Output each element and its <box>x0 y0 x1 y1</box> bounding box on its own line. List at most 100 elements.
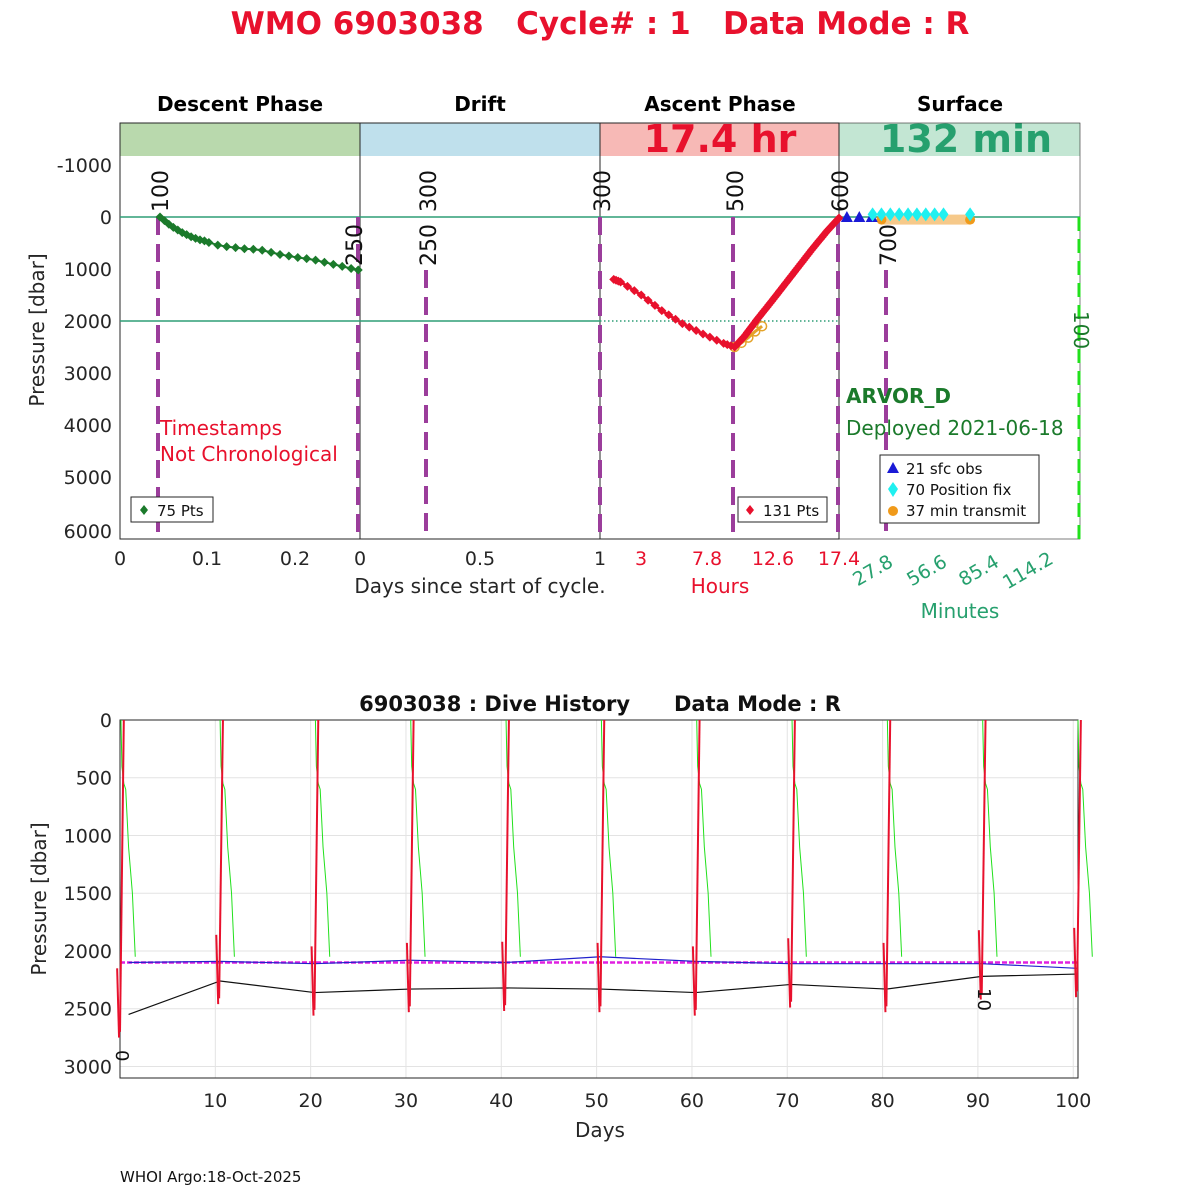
phase-title-descent: Descent Phase <box>157 92 323 116</box>
descent-track <box>1077 719 1093 957</box>
descent-point <box>319 257 329 267</box>
ascent-spike <box>1076 719 1082 992</box>
plot-frame-drift <box>359 122 601 540</box>
ascent-legend: 131 Pts <box>737 496 828 523</box>
descent-point <box>213 240 223 250</box>
surface-legend: 21 sfc obs 70 Position fix 37 min transm… <box>879 454 1040 524</box>
ascent-spike-lower <box>882 942 887 1013</box>
descent-point <box>328 259 338 269</box>
band-surface <box>839 123 1080 156</box>
ascent-spike <box>885 719 892 1007</box>
band-ascent <box>600 123 839 156</box>
bottom-y-tick: 2000 <box>64 941 112 963</box>
ascent-point <box>705 332 715 342</box>
ascent-x-tick-2: 12.6 <box>752 548 794 570</box>
bottom-panel: 6903038 : Dive History Data Mode : R 0 5… <box>27 692 1093 1142</box>
sfc-obs-point <box>840 211 853 222</box>
ascent-spike <box>313 719 320 1010</box>
top-y-axis: -1000 0 1000 2000 3000 4000 5000 6000 <box>57 155 112 543</box>
bottom-x-tick: 30 <box>394 1090 418 1112</box>
ascent-spike <box>694 719 701 1010</box>
descent-track <box>791 719 807 957</box>
descent-track <box>410 719 426 957</box>
descent-legend: 75 Pts <box>130 496 214 523</box>
bottom-title: 6903038 : Dive History Data Mode : R <box>359 692 841 716</box>
descent-track <box>600 719 617 957</box>
y-tick: 1000 <box>64 259 112 281</box>
ascent-point <box>712 335 722 345</box>
descent-point <box>275 249 285 259</box>
bottom-x-label: Days <box>575 1118 625 1142</box>
x-label-days: Days since start of cycle. <box>354 574 605 598</box>
ascent-point <box>698 329 708 339</box>
drift-x-tick-1: 1 <box>594 548 606 570</box>
ascent-spike <box>980 719 987 994</box>
position-fix-point <box>920 207 931 222</box>
bottom-y-tick: 0 <box>100 710 112 732</box>
ascent-point <box>622 281 632 291</box>
plot-frame-ascent <box>599 122 840 540</box>
legend-sfc-obs-marker <box>887 462 899 473</box>
main-title: WMO 6903038 Cycle# : 1 Data Mode : R <box>231 6 970 42</box>
phase-title-surface: Surface <box>917 92 1003 116</box>
ascent-spike-lower <box>116 968 121 1038</box>
bottom-x-tick: 40 <box>489 1090 513 1112</box>
ascent-spike-lower <box>501 941 506 1012</box>
ascent-point <box>629 286 639 296</box>
position-fix-point <box>894 207 905 222</box>
bottom-y-tick: 500 <box>76 768 112 790</box>
bottom-x-tick: 80 <box>870 1090 894 1112</box>
marker-label-700: 700 <box>877 224 902 266</box>
position-fix-point <box>911 207 922 222</box>
ascent-spike-lower <box>1073 927 1078 998</box>
ascent-spike <box>218 719 224 999</box>
bottom-y-tick: 1500 <box>64 883 112 905</box>
ascent-point <box>643 295 653 305</box>
descent-point <box>302 254 312 264</box>
top-x-axis: 0 0.1 0.2 0 0.5 1 <box>114 548 606 570</box>
marker-labels: 100 250 250 300 300 500 600 700 <box>149 170 902 266</box>
ascent-spike <box>119 719 125 1032</box>
descent-x-tick-0: 0 <box>114 548 126 570</box>
cycle-label-0: 0 <box>111 1050 132 1061</box>
ascent-line <box>613 217 841 349</box>
ascent-point <box>650 300 660 310</box>
descent-legend-marker <box>140 505 148 515</box>
bottom-grid <box>120 719 1078 1078</box>
footer-credit: WHOI Argo:18-Oct-2025 <box>120 1168 301 1186</box>
marker-label-250b: 250 <box>417 224 442 266</box>
y-tick: 6000 <box>64 521 112 543</box>
y-tick: 2000 <box>64 311 112 333</box>
ascent-spike <box>408 719 415 1007</box>
descent-track <box>696 719 712 957</box>
y-tick: -1000 <box>57 155 112 177</box>
descent-point <box>353 265 363 275</box>
y-tick: 4000 <box>64 415 112 437</box>
legend-transmit-marker <box>888 506 898 516</box>
descent-point <box>222 242 232 252</box>
y-tick: 3000 <box>64 363 112 385</box>
marker-label-250: 250 <box>343 224 368 266</box>
surface-duration: 132 min <box>880 117 1052 161</box>
ascent-point <box>691 326 701 336</box>
float-type: ARVOR_D <box>846 384 951 408</box>
ascent-spike-lower <box>310 946 315 1016</box>
x-label-minutes: Minutes <box>921 599 1000 623</box>
descent-track <box>982 719 998 957</box>
ascent-point <box>636 290 646 300</box>
position-fix-point <box>867 207 878 222</box>
bottom-x-tick: 50 <box>585 1090 609 1112</box>
ascent-spike-lower <box>215 934 220 1005</box>
ascent-legend-marker <box>746 505 754 515</box>
descent-point <box>284 251 294 261</box>
descent-series <box>155 212 363 275</box>
ascent-spike <box>504 719 510 1006</box>
ascent-spike <box>790 719 796 1002</box>
descent-track <box>505 719 521 957</box>
position-fix-point <box>876 207 887 222</box>
surface-x-tick-1: 56.6 <box>903 551 951 591</box>
marker-label-300b: 300 <box>591 170 616 212</box>
bottom-y-tick: 2500 <box>64 999 112 1021</box>
drift-x-tick-0: 0.5 <box>465 548 495 570</box>
ascent-point <box>684 322 694 332</box>
